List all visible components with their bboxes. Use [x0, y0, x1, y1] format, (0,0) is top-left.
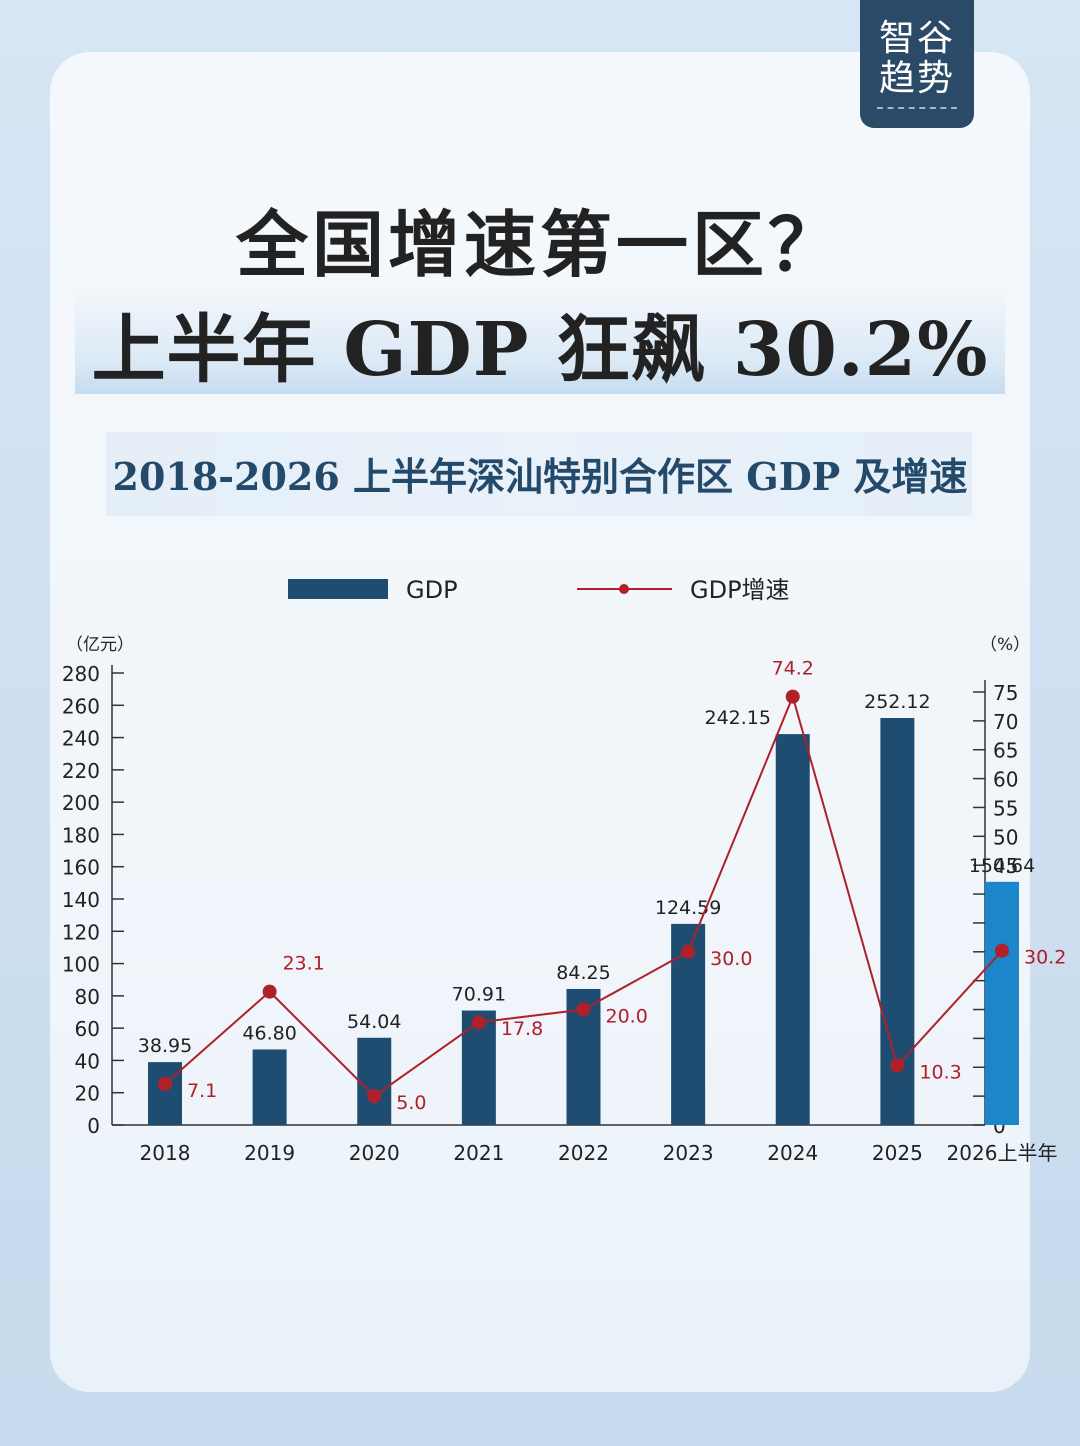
gdp-rate-point-2018 [158, 1077, 172, 1092]
y-left-tick-label: 240 [62, 727, 100, 751]
y-right-tick-label: 60 [993, 768, 1018, 792]
gdp-bar-2026上半年 [985, 881, 1019, 1125]
x-tick-label: 2020 [349, 1141, 400, 1165]
y-right-tick-label: 50 [993, 825, 1018, 849]
legend-rate-marker [619, 584, 629, 594]
gdp-value-label: 70.91 [452, 984, 506, 1006]
headline-line2: 上半年 GDP 狂飙 30.2% [91, 307, 989, 393]
y-left-tick-label: 80 [75, 985, 100, 1009]
gdp-rate-label: 74.2 [772, 658, 814, 680]
x-tick-label: 2023 [663, 1141, 714, 1165]
gdp-rate-label: 30.2 [1024, 947, 1066, 969]
y-right-tick-label: 55 [993, 796, 1018, 820]
y-right-tick-label: 65 [993, 739, 1018, 763]
gdp-bar-2024 [775, 734, 810, 1125]
gdp-value-label: 46.80 [242, 1022, 296, 1044]
gdp-rate-point-2019 [262, 984, 277, 999]
gdp-rate-label: 23.1 [282, 953, 324, 975]
y-left-tick-label: 140 [62, 888, 100, 912]
x-tick-label: 2026上半年 [947, 1141, 1058, 1165]
gdp-bar-2018 [148, 1062, 182, 1125]
gdp-rate-point-2020 [367, 1089, 382, 1104]
gdp-value-label: 242.15 [705, 707, 771, 729]
chart-subtitle: 2018-2026 上半年深汕特别合作区 GDP 及增速 [112, 454, 968, 499]
y-left-tick-label: 60 [75, 1017, 100, 1041]
gdp-value-label: 150.64 [969, 855, 1035, 877]
gdp-value-label: 38.95 [138, 1035, 192, 1057]
legend-gdp-label: GDP [406, 576, 458, 604]
x-tick-label: 2025 [872, 1141, 923, 1165]
y-left-tick-label: 260 [62, 694, 100, 718]
gdp-bar-2019 [252, 1049, 287, 1125]
y-left-tick-label: 0 [87, 1114, 100, 1138]
brand-line1: 智谷 [878, 18, 955, 59]
gdp-rate-point-2021 [471, 1015, 486, 1030]
gdp-value-label: 54.04 [347, 1011, 401, 1033]
gdp-rate-label: 7.1 [187, 1080, 217, 1102]
brand-logo: 智谷 趋势 [860, 0, 974, 128]
y-right-tick-label: 75 [993, 681, 1018, 705]
gdp-rate-label: 17.8 [501, 1018, 543, 1040]
y-left-tick-label: 200 [62, 791, 100, 815]
chart-card [50, 52, 1030, 1392]
gdp-value-label: 252.12 [864, 691, 930, 713]
gdp-rate-point-2025 [890, 1058, 905, 1073]
x-tick-label: 2018 [140, 1141, 191, 1165]
x-tick-label: 2024 [767, 1141, 818, 1165]
gdp-value-label: 84.25 [556, 962, 610, 984]
x-tick-label: 2022 [558, 1141, 609, 1165]
y-right-tick-label: 70 [993, 710, 1018, 734]
x-tick-label: 2019 [244, 1141, 295, 1165]
subtitle-band [106, 432, 972, 516]
headline-line1: 全国增速第一区？ [235, 202, 844, 287]
gdp-rate-point-2023 [681, 944, 696, 959]
gdp-value-label: 124.59 [655, 897, 721, 919]
y-left-tick-label: 40 [75, 1049, 100, 1073]
gdp-rate-point-2022 [576, 1002, 591, 1017]
gdp-bar-2025 [880, 718, 915, 1125]
gdp-rate-label: 5.0 [396, 1092, 426, 1114]
headline-band [75, 288, 1005, 394]
y-left-tick-label: 220 [62, 759, 100, 783]
y-left-tick-label: 180 [62, 823, 100, 847]
y-left-tick-label: 280 [62, 662, 100, 686]
y-left-tick-label: 100 [62, 953, 100, 977]
gdp-rate-point-2026上半年 [995, 943, 1009, 958]
y-left-unit: （亿元） [66, 635, 134, 655]
brand-line2: 趋势 [878, 58, 955, 99]
gdp-rate-label: 30.0 [710, 948, 752, 970]
brand-divider [877, 107, 957, 109]
y-left-tick-label: 120 [62, 920, 100, 944]
legend-rate-label: GDP增速 [690, 576, 790, 604]
gdp-rate-label: 20.0 [606, 1006, 648, 1028]
gdp-rate-label: 10.3 [919, 1062, 961, 1084]
y-left-tick-label: 20 [75, 1082, 100, 1106]
gdp-bar-2020 [357, 1037, 392, 1125]
legend-gdp-swatch [288, 579, 388, 599]
x-tick-label: 2021 [453, 1141, 504, 1165]
gdp-rate-point-2024 [785, 689, 800, 704]
y-right-tick-label: 45 [993, 854, 1018, 878]
y-left-tick-label: 160 [62, 856, 100, 880]
y-right-unit: （%） [980, 635, 1030, 655]
